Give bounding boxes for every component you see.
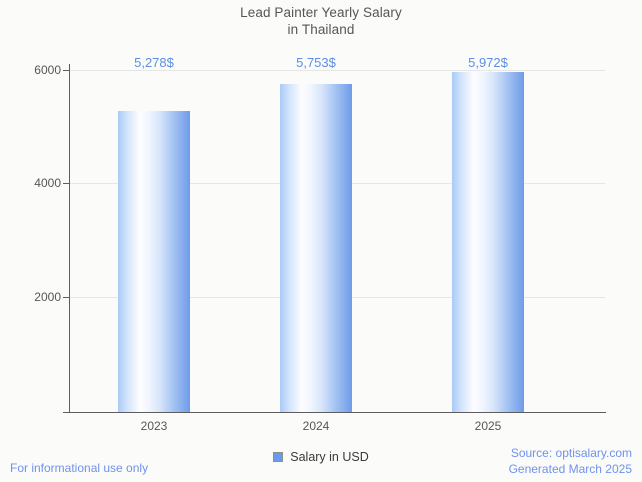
footer-source: Source: optisalary.com [510, 446, 632, 460]
bar-2024[interactable] [280, 84, 352, 412]
bar-2023[interactable] [118, 111, 190, 412]
y-tick-label-2000: 2000 [34, 290, 61, 304]
y-tick-label-6000: 6000 [34, 63, 61, 77]
tickmark-2000 [63, 297, 69, 298]
gridline-6000 [69, 70, 605, 71]
footer-generated: Generated March 2025 [508, 461, 632, 476]
chart-title: Lead Painter Yearly Salary in Thailand [0, 4, 642, 38]
data-label-2024: 5,753$ [296, 55, 336, 70]
footer-source-block: Source: optisalary.com Generated March 2… [509, 446, 632, 477]
footer-disclaimer: For informational use only [10, 461, 149, 475]
tickmark-4000 [63, 183, 69, 184]
plot-area [69, 70, 605, 412]
chart-title-line-2: in Thailand [287, 22, 355, 37]
chart-title-line-1: Lead Painter Yearly Salary [240, 5, 402, 20]
y-tick-label-4000: 4000 [34, 176, 61, 190]
legend-item-salary-in-usd[interactable]: Salary in USD [273, 450, 369, 464]
data-label-2025: 5,972$ [468, 55, 508, 70]
data-label-2023: 5,278$ [134, 55, 174, 70]
bar-2025[interactable] [452, 71, 524, 412]
x-tick-label-2024: 2024 [302, 419, 330, 433]
legend-item-label: Salary in USD [290, 450, 369, 464]
y-axis-line [69, 64, 70, 413]
x-axis-line [63, 412, 606, 413]
x-tick-label-2023: 2023 [140, 419, 168, 433]
square-marker-icon [273, 452, 284, 462]
chart-legend: Salary in USD [0, 450, 642, 464]
tickmark-6000 [63, 70, 69, 71]
bars-container [69, 70, 605, 412]
x-tick-label-2025: 2025 [474, 419, 502, 433]
